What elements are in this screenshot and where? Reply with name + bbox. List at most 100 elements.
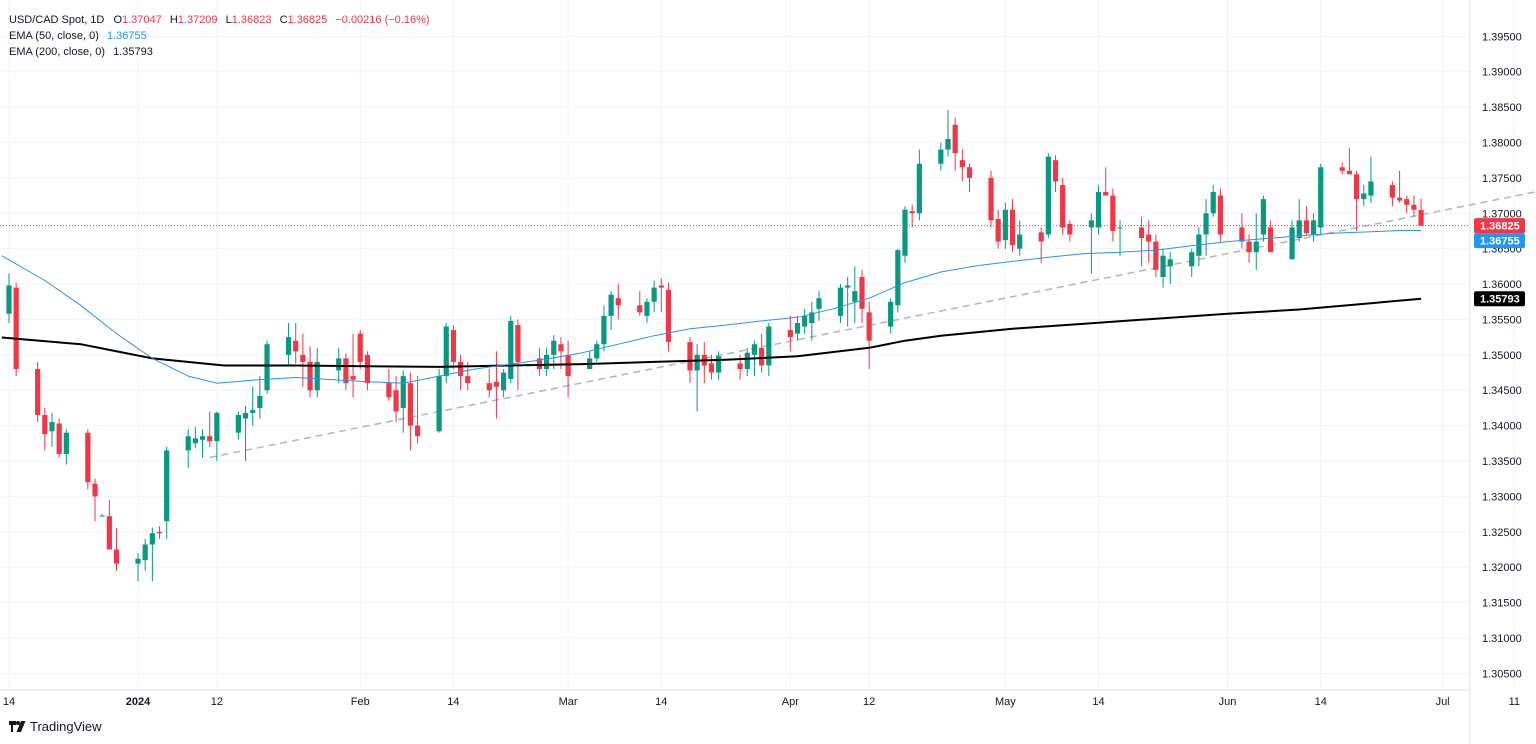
candle-up [651, 287, 657, 302]
candle-up [314, 361, 320, 391]
candle-down [364, 354, 370, 384]
candle-up [601, 315, 607, 345]
candle-down [1411, 204, 1417, 210]
candle-up [716, 356, 722, 373]
candle-up [794, 322, 801, 334]
candle-up [644, 301, 650, 316]
candle-down [1146, 234, 1152, 242]
candle-up [443, 326, 449, 377]
candle-up [694, 354, 700, 371]
candle-down [1339, 167, 1345, 171]
x-tick-label: 14 [447, 696, 459, 708]
candle-down [665, 289, 672, 343]
price-label-text: 1.36825 [1480, 221, 1520, 233]
candle-up [1017, 234, 1023, 249]
candle-down [966, 167, 973, 178]
candle-down [486, 383, 492, 391]
legend-ema50-row[interactable]: EMA (50, close, 0) 1.36755 [9, 28, 430, 44]
tradingview-logo[interactable]: TradingView [9, 719, 102, 734]
candle-up [837, 287, 844, 316]
price-label-text: 1.36755 [1480, 236, 1520, 248]
candle-down [92, 483, 98, 497]
candle-up [1088, 220, 1094, 228]
candle-down [637, 305, 643, 313]
candle-down [1389, 184, 1396, 198]
candle-up [508, 320, 514, 379]
candle-up [916, 163, 922, 214]
low-label: L [225, 14, 232, 26]
ema50-value: 1.36755 [106, 30, 147, 42]
candle-down [708, 363, 715, 373]
candle-up [888, 301, 894, 327]
candle-down [687, 342, 693, 371]
symbol-label[interactable]: USD/CAD Spot, 1D [9, 14, 105, 26]
y-tick-label: 1.38000 [1482, 137, 1522, 149]
high-value: 1.37209 [177, 14, 218, 26]
candle-down [1418, 209, 1424, 226]
candle-up [902, 209, 908, 256]
y-tick-label: 1.32000 [1482, 562, 1522, 574]
y-tick-label: 1.35500 [1482, 314, 1522, 326]
candle-down [414, 425, 421, 437]
y-tick-label: 1.37000 [1482, 208, 1522, 220]
candle-up [1368, 181, 1374, 196]
y-tick-label: 1.33500 [1482, 456, 1522, 468]
candle-up [257, 395, 263, 408]
candle-down [909, 211, 915, 214]
candle-down [1153, 241, 1159, 270]
candle-up [235, 415, 241, 433]
x-tick-label: 11 [1509, 696, 1520, 708]
legend-ema200-row[interactable]: EMA (200, close, 0) 1.35793 [9, 44, 430, 60]
candle-down [1239, 227, 1245, 242]
candle-up [164, 450, 170, 522]
candle-up [845, 285, 851, 288]
candle-up [1203, 213, 1209, 235]
tradingview-logo-icon [9, 721, 26, 732]
candle-down [42, 415, 48, 435]
candle-up [142, 544, 148, 561]
high-label: H [169, 14, 178, 26]
candle-up [250, 410, 256, 413]
candle-down [759, 347, 765, 366]
candle-down [357, 333, 363, 362]
candle-up [744, 352, 750, 370]
price-label-ema200 [1474, 291, 1525, 307]
x-tick-label: 14 [1092, 696, 1104, 708]
candle-down [952, 124, 958, 154]
open-label: O [113, 14, 122, 26]
x-tick-label: Mar [559, 696, 578, 708]
candle-down [995, 218, 1001, 242]
candle-down [1110, 195, 1116, 231]
candle-down [1353, 174, 1360, 200]
y-tick-label: 1.38500 [1482, 102, 1522, 114]
candle-down [1138, 227, 1145, 239]
candle-up [336, 358, 342, 371]
open-value: 1.37047 [122, 14, 162, 26]
candle-down [515, 325, 521, 362]
candle-down [1346, 170, 1353, 175]
candle-up [1160, 255, 1166, 277]
candle-up [1260, 199, 1266, 235]
change-value: −0.00216 (−0.16%) [335, 14, 430, 26]
candle-down [106, 516, 112, 550]
candle-down [207, 436, 213, 442]
candle-down [1246, 241, 1252, 253]
y-tick-label: 1.36000 [1482, 279, 1522, 291]
price-label-last [1474, 218, 1525, 234]
candle-down [988, 177, 994, 221]
candle-up [1253, 241, 1259, 253]
x-tick-label: 14 [3, 696, 15, 708]
candle-up [192, 438, 198, 444]
candle-up [766, 326, 772, 366]
candle-down [307, 361, 313, 391]
candle-up [264, 344, 270, 391]
candle-up [500, 372, 507, 391]
candle-down [859, 276, 865, 309]
price-label-ema50 [1474, 233, 1525, 249]
candle-up [1189, 252, 1195, 267]
x-tick-label: 12 [211, 696, 223, 708]
candle-down [386, 383, 392, 398]
candle-down [113, 549, 120, 564]
candle-up [199, 436, 206, 440]
